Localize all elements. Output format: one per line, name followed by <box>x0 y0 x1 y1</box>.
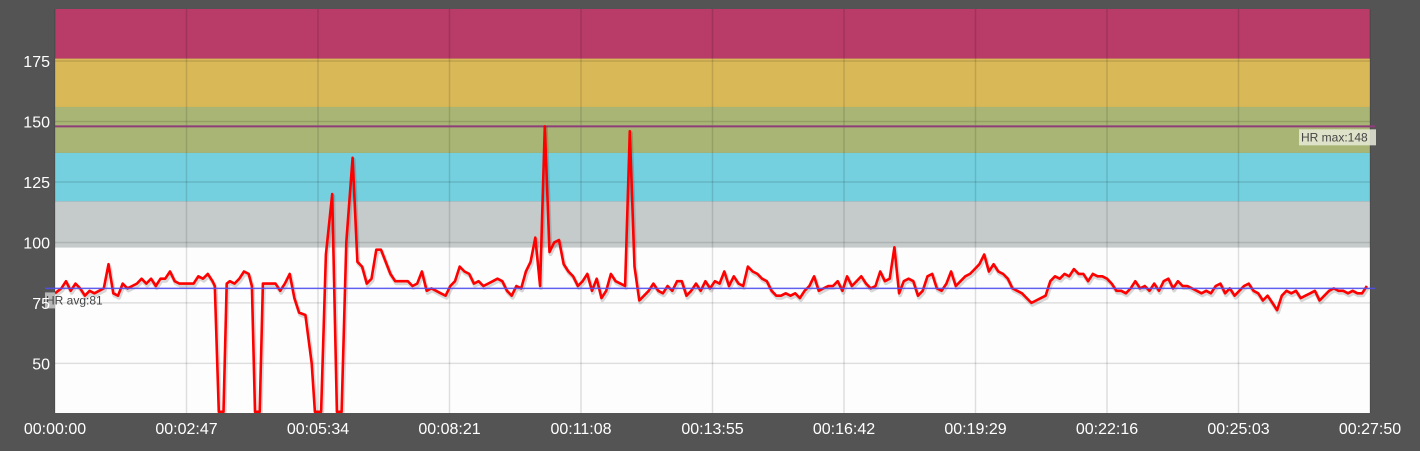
hr-avg-label: HR avg:81 <box>46 293 103 307</box>
x-axis: 00:00:00 00:02:47 00:05:34 00:08:21 00:11:08… <box>24 421 1401 438</box>
hr-max-label-bg <box>1299 129 1376 146</box>
x-tick-label: 00:16:42 <box>813 421 875 438</box>
zone-2-band <box>55 152 1370 202</box>
y-tick-label: 150 <box>23 114 50 131</box>
hr-avg-label-bg <box>45 292 55 309</box>
y-tick-label: 125 <box>23 175 50 192</box>
heart-rate-zones <box>55 9 1370 413</box>
y-tick-label: 75 <box>32 296 50 313</box>
x-tick-label: 00:22:16 <box>1076 421 1138 438</box>
y-tick-label: 175 <box>23 54 50 71</box>
x-tick-label: 00:27:50 <box>1339 421 1401 438</box>
zone-0-band <box>55 247 1370 413</box>
x-tick-label: 00:25:03 <box>1207 421 1269 438</box>
y-tick-label: 50 <box>32 356 50 373</box>
zone-5-band <box>55 9 1370 59</box>
heart-rate-series <box>55 125 1370 413</box>
hr-max-label: HR max:148 <box>1301 130 1368 144</box>
x-tick-label: 00:02:47 <box>155 421 217 438</box>
reference-labels: HR max:148 HR avg:81 <box>45 129 1376 309</box>
zone-3-band <box>55 106 1370 153</box>
x-tick-label: 00:13:55 <box>681 421 743 438</box>
zone-1-band <box>55 201 1370 248</box>
y-axis: 50 75 100 125 150 175 <box>23 54 50 373</box>
x-tick-label: 00:19:29 <box>944 421 1006 438</box>
zone-4-band <box>55 58 1370 107</box>
hr-line <box>55 125 1368 413</box>
x-tick-label: 00:05:34 <box>287 421 349 438</box>
x-tick-label: 00:00:00 <box>24 421 86 438</box>
x-tick-label: 00:08:21 <box>418 421 480 438</box>
x-tick-label: 00:11:08 <box>550 421 611 438</box>
y-tick-label: 100 <box>23 235 50 252</box>
gridlines <box>54 9 1371 413</box>
